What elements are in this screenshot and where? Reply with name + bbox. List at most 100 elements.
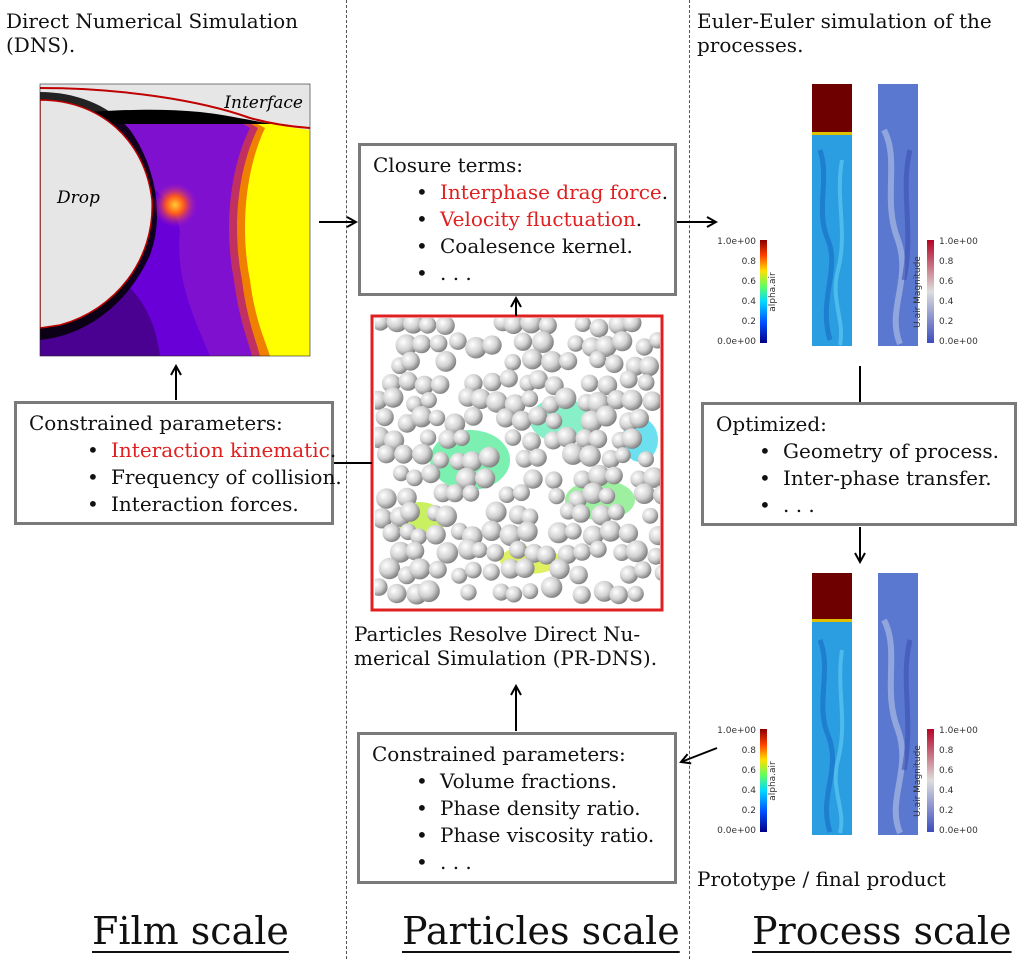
particle-sphere (528, 370, 548, 390)
particle-sphere (599, 520, 622, 542)
particle-sphere (588, 429, 608, 449)
list-item: • Interaction forces. (87, 492, 299, 516)
particle-sphere (536, 545, 556, 565)
particle-sphere (643, 467, 660, 488)
particle-sphere (481, 520, 502, 541)
particle-sphere (545, 412, 563, 430)
list-item: • Interphase drag force. (416, 180, 669, 204)
particle-sphere (435, 318, 455, 335)
particle-sphere (509, 540, 527, 559)
particle-sphere (513, 332, 533, 351)
particle-sphere (406, 469, 423, 487)
particle-sphere (421, 464, 441, 484)
particle-sphere (521, 390, 539, 408)
particle-sphere (462, 484, 480, 502)
drop-label: Drop (56, 188, 100, 208)
list-item: • Coalesence kernel. (416, 234, 633, 258)
colorbar-bottom-right: 1.0e+00 0.8 0.6 0.4 0.2 0.0e+00 U.air Ma… (913, 726, 978, 836)
particle-sphere (619, 565, 639, 584)
arrow-prototype-to-particle-params (681, 747, 718, 762)
particle-sphere (449, 452, 468, 471)
particle-sphere (498, 486, 516, 504)
particle-sphere (505, 586, 523, 603)
particle-sphere (378, 557, 401, 580)
list-item: • Volume fractions. (416, 769, 618, 793)
prdns-caption: Particles Resolve Direct Nu- merical Sim… (354, 622, 684, 670)
colorbar-tick: 1.0e+00 (939, 237, 978, 247)
particle-sphere (607, 503, 625, 521)
colorbar-tick: 0.2 (742, 806, 756, 816)
particle-sphere (589, 318, 609, 338)
particle-sphere (483, 372, 502, 392)
particle-sphere (515, 558, 535, 578)
dns-caption-text: Direct Numerical Simulation (DNS). (6, 9, 299, 57)
particle-sphere (471, 542, 488, 558)
particle-sphere (462, 451, 483, 472)
list-item: • Frequency of collision. (87, 465, 342, 489)
particle-sphere (383, 387, 404, 408)
particle-sphere (460, 584, 477, 601)
particle-sphere (444, 413, 466, 435)
closure-terms-box: Closure terms: • Interphase drag force. •… (358, 143, 677, 296)
particle-sphere (492, 583, 510, 601)
divider-right (689, 0, 690, 959)
particle-sphere (453, 429, 470, 446)
particle-sphere (572, 585, 591, 604)
particle-sphere (541, 350, 563, 373)
list-item: • Phase density ratio. (416, 796, 641, 820)
particle-sphere (582, 482, 604, 504)
particle-sphere (522, 432, 541, 451)
particle-sphere (605, 466, 623, 485)
colorbar-title: alpha.air (768, 761, 778, 801)
particle-sphere (426, 524, 446, 545)
particle-sphere (515, 449, 534, 468)
particle-sphere (580, 374, 599, 392)
list-item: •. . . (759, 493, 815, 517)
colorbar-tick: 0.8 (939, 746, 954, 756)
colorbar-tick: 1.0e+00 (939, 726, 978, 736)
prdns-caption-line1: Particles Resolve Direct Nu- (354, 622, 641, 646)
particle-sphere (429, 334, 448, 353)
particles-scale-label: Particles scale (402, 909, 680, 953)
particle-sphere (438, 429, 458, 449)
particle-sphere (621, 428, 643, 449)
particle-sphere (554, 387, 577, 410)
colorbar-tick: 0.6 (939, 277, 954, 287)
particle-sphere (485, 501, 507, 523)
colorbar-tick: 0.8 (742, 746, 757, 756)
pr-dns-image (370, 314, 664, 612)
film-constrained-box: Constrained parameters: • Interaction kin… (14, 401, 342, 525)
particle-sphere (634, 561, 652, 579)
particle-sphere (400, 501, 420, 522)
particle-sphere (637, 374, 655, 391)
colorbar-tick: 0.4 (939, 297, 954, 307)
particle-sphere (478, 446, 500, 468)
box-title: Closure terms: (373, 153, 524, 177)
particle-sphere (621, 389, 643, 411)
particle-sphere (604, 354, 624, 374)
particle-sphere (451, 567, 468, 584)
particle-sphere (464, 561, 482, 579)
particle-sphere (394, 444, 414, 464)
particle-sphere (635, 338, 653, 356)
particle-sphere (545, 471, 563, 489)
particle-sphere (522, 583, 539, 600)
particle-sphere (649, 332, 660, 349)
particle-sphere (595, 405, 617, 427)
particle-sphere (638, 451, 654, 468)
box-title: Optimized: (716, 412, 827, 436)
particle-sphere (465, 336, 487, 359)
particle-sphere (598, 487, 616, 505)
colorbar-tick: 0.2 (939, 317, 953, 327)
particle-sphere (642, 507, 659, 524)
colorbar-tick: 0.6 (939, 766, 954, 776)
colorbar-tick: 0.0e+00 (939, 826, 978, 836)
particle-sphere (614, 447, 631, 464)
particle-sphere (504, 353, 521, 371)
particle-sphere (428, 409, 446, 427)
particle-sphere (548, 487, 565, 505)
particle-sphere (609, 585, 628, 605)
colorbar-tick: 0.2 (742, 317, 756, 327)
particle-sphere (540, 576, 563, 598)
particle-sphere (412, 443, 433, 465)
